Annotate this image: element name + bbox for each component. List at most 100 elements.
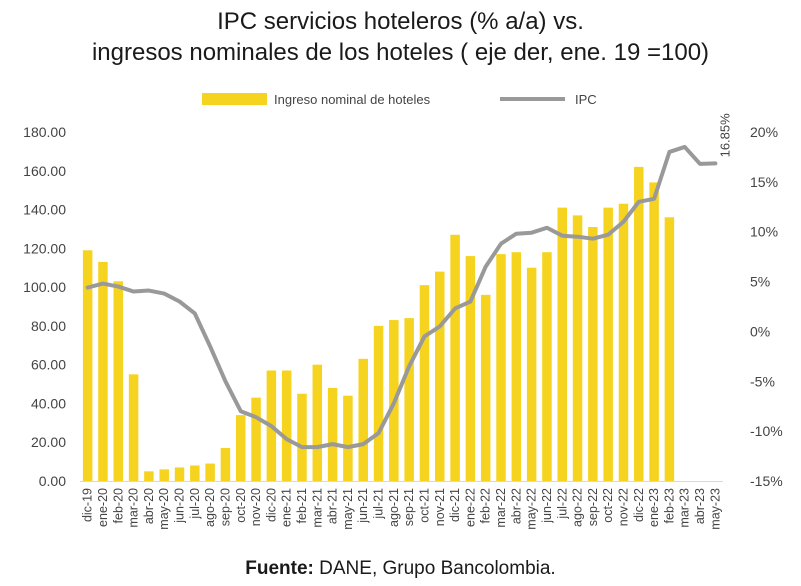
- x-tick-label-feb-22: feb-22: [479, 488, 493, 523]
- bar-sep-20: [220, 448, 231, 481]
- y-left-tick-label: 40.00: [31, 395, 66, 411]
- bar-oct-21: [419, 285, 430, 481]
- y-right-tick-label: 20%: [750, 124, 778, 140]
- x-tick-label-dic-20: dic-20: [264, 488, 278, 522]
- bar-jun-21: [358, 358, 368, 481]
- x-tick-label-jul-20: jul-20: [188, 488, 202, 520]
- tick-labels: 0.00 20.00 40.00 60.00 80.00 100.00 120.00 140.…: [23, 124, 783, 530]
- y-left-tick-label: 160.00: [23, 163, 66, 179]
- x-tick-label-abr-20: abr-20: [142, 488, 156, 524]
- bar-dic-22: [634, 166, 644, 481]
- x-tick-label-dic-19: dic-19: [81, 488, 95, 522]
- x-tick-label-nov-20: nov-20: [249, 488, 263, 526]
- bar-nov-22: [618, 203, 629, 482]
- legend-bar-swatch: [202, 93, 267, 105]
- bar-jun-20: [174, 467, 185, 481]
- bar-may-22: [526, 267, 537, 481]
- bar-sep-22: [588, 227, 598, 481]
- bar-feb-22: [480, 294, 491, 481]
- x-tick-label-may-20: may-20: [157, 488, 171, 530]
- chart-title-line-2: ingresos nominales de los hoteles ( eje …: [91, 39, 710, 66]
- x-tick-label-ene-20: ene-20: [96, 488, 110, 527]
- x-tick-label-feb-23: feb-23: [662, 488, 676, 523]
- bar-abr-22: [511, 252, 522, 481]
- bar-may-21: [343, 395, 353, 481]
- bar-jul-21: [373, 325, 384, 481]
- bar-sep-21: [404, 318, 414, 481]
- chart-title: IPC servicios hoteleros (% a/a) vs. ingr…: [0, 6, 801, 68]
- x-tick-label-dic-22: dic-22: [632, 488, 646, 522]
- y-right-tick-label: -10%: [750, 423, 783, 439]
- x-tick-label-nov-21: nov-21: [433, 488, 447, 526]
- bar-abr-20: [144, 471, 154, 481]
- bar-feb-23: [664, 217, 675, 481]
- ipc-line-group: 16.85%: [85, 113, 732, 450]
- x-tick-label-mar-21: mar-21: [310, 488, 324, 528]
- y-right-tick-label: 0%: [750, 323, 770, 339]
- y-left-tick-label: 80.00: [31, 318, 66, 334]
- x-tick-label-abr-21: abr-21: [326, 488, 340, 524]
- bar-mar-22: [496, 254, 506, 481]
- y-left-tick-label: 100.00: [23, 279, 66, 295]
- bar-feb-21: [297, 393, 307, 481]
- bar-jul-22: [557, 207, 567, 481]
- bar-oct-20: [236, 415, 246, 481]
- x-tick-label-oct-20: oct-20: [234, 488, 248, 523]
- x-tick-label-ago-21: ago-21: [387, 488, 401, 527]
- y-left-tick-label: 0.00: [39, 473, 66, 489]
- x-tick-label-abr-23: abr-23: [693, 488, 707, 524]
- ipc-last-value-label: 16.85%: [717, 113, 732, 158]
- y-right-tick-label: 15%: [750, 174, 778, 190]
- x-tick-label-ago-22: ago-22: [571, 488, 585, 527]
- bar-ene-22: [465, 256, 476, 481]
- bar-ago-20: [205, 463, 215, 481]
- bar-may-20: [159, 469, 169, 481]
- bar-feb-20: [113, 281, 124, 481]
- legend-bar-label: Ingreso nominal de hoteles: [274, 92, 431, 107]
- bar-oct-22: [603, 207, 613, 481]
- bar-nov-21: [435, 271, 445, 481]
- x-tick-label-feb-21: feb-21: [295, 488, 309, 523]
- bar-ago-22: [572, 215, 583, 481]
- ipc-line: [85, 144, 718, 450]
- bar-ene-20: [98, 261, 108, 481]
- y-left-tick-label: 180.00: [23, 124, 66, 140]
- y-left-tick-label: 20.00: [31, 434, 66, 450]
- x-tick-label-sep-21: sep-21: [402, 488, 416, 526]
- bar-ene-23: [649, 182, 659, 481]
- x-tick-label-jul-21: jul-21: [372, 488, 386, 520]
- x-tick-label-may-22: may-22: [525, 488, 539, 530]
- x-tick-label-mar-23: mar-23: [678, 488, 692, 528]
- y-right-tick-label: -5%: [750, 373, 775, 389]
- x-tick-label-ago-20: ago-20: [203, 488, 217, 527]
- y-left-tick-label: 120.00: [23, 240, 66, 256]
- x-tick-label-jul-22: jul-22: [555, 488, 569, 520]
- x-tick-label-sep-22: sep-22: [586, 488, 600, 526]
- x-tick-label-feb-20: feb-20: [111, 488, 125, 523]
- bars: [82, 166, 675, 482]
- x-tick-label-mar-22: mar-22: [494, 488, 508, 528]
- bar-jun-22: [542, 252, 552, 481]
- source-label: Fuente:: [245, 558, 314, 579]
- bar-abr-21: [327, 387, 338, 481]
- chart-title-line-1: IPC servicios hoteleros (% a/a) vs.: [217, 8, 584, 35]
- bar-ene-21: [281, 370, 292, 481]
- bar-dic-19: [82, 250, 93, 481]
- source-text: DANE, Grupo Bancolombia.: [313, 558, 556, 579]
- bar-mar-20: [128, 374, 139, 481]
- x-tick-label-ene-22: ene-22: [463, 488, 477, 527]
- x-tick-label-may-23: may-23: [708, 488, 722, 530]
- y-left-tick-label: 60.00: [31, 357, 66, 373]
- y-right-tick-label: -15%: [750, 473, 783, 489]
- x-tick-label-sep-20: sep-20: [218, 488, 232, 526]
- x-tick-label-oct-21: oct-21: [418, 488, 432, 523]
- x-tick-label-ene-23: ene-23: [647, 488, 661, 527]
- x-tick-label-abr-22: abr-22: [509, 488, 523, 524]
- y-left-tick-label: 140.00: [23, 202, 66, 218]
- x-tick-label-jun-21: jun-21: [356, 488, 370, 524]
- bar-mar-21: [312, 364, 323, 481]
- x-tick-label-oct-22: oct-22: [601, 488, 615, 523]
- x-tick-label-mar-20: mar-20: [127, 488, 141, 528]
